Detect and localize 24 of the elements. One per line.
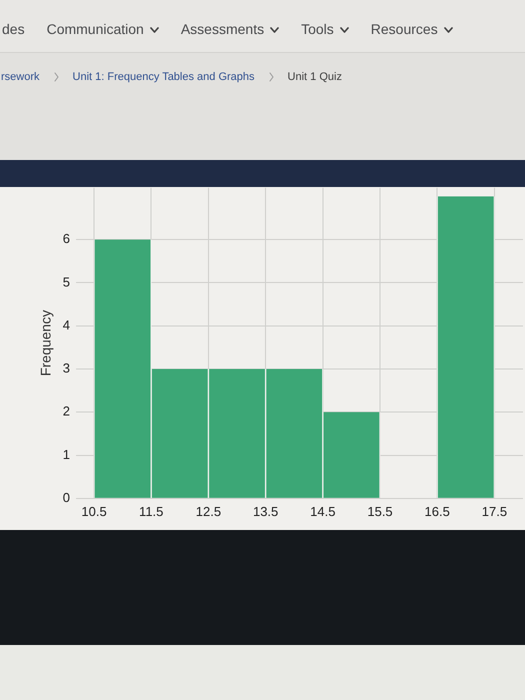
text: Communication (46, 21, 144, 37)
text: Tools (301, 21, 334, 37)
x-tick-label: 17.5 (482, 504, 508, 519)
text: des (2, 21, 25, 37)
text: Resources (370, 21, 438, 37)
x-tick-label: 14.5 (310, 504, 336, 519)
x-tick-label: 13.5 (252, 504, 278, 519)
text: Unit 1: Frequency Tables and Graphs (72, 71, 255, 83)
x-tick-label: 16.5 (424, 504, 450, 519)
x-tick-label: 12.5 (196, 504, 222, 519)
y-tick-label: 6 (62, 231, 70, 246)
y-axis-title: Frequency (37, 310, 54, 376)
y-tick-label: 0 (62, 490, 70, 505)
y-tick-label: 2 (62, 404, 70, 419)
x-tick-label: 11.5 (139, 504, 164, 519)
x-tick-label: 10.5 (81, 504, 107, 519)
text: rsework (1, 71, 40, 83)
text: Assessments (180, 21, 264, 37)
y-tick-label: 1 (62, 446, 70, 462)
y-tick-label: 4 (62, 317, 70, 332)
y-tick-label: 5 (62, 274, 70, 290)
y-tick-label: 3 (62, 360, 70, 376)
x-tick-label: 15.5 (367, 504, 393, 519)
text: Unit 1 Quiz (288, 71, 342, 83)
